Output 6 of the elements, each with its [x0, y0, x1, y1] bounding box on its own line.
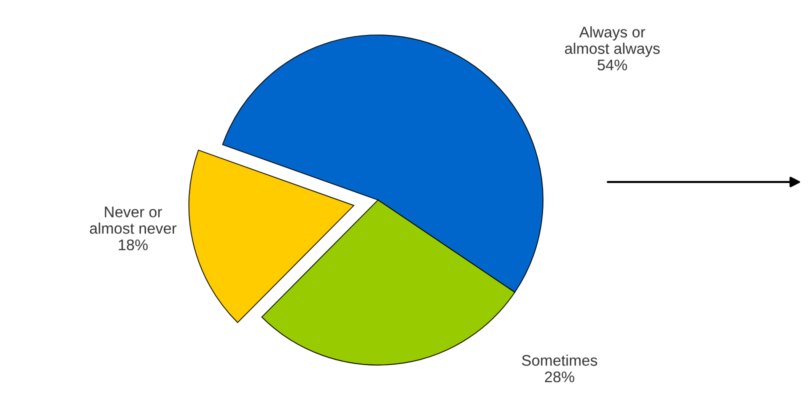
slice-label: Sometimes: [522, 354, 598, 366]
slice-label: Always or almost always: [564, 26, 660, 57]
data-label: 54%: [598, 60, 628, 70]
slice-label: Never or almost never: [90, 206, 176, 234]
data-label: 28%: [544, 371, 574, 382]
data-label: 18%: [118, 239, 148, 250]
